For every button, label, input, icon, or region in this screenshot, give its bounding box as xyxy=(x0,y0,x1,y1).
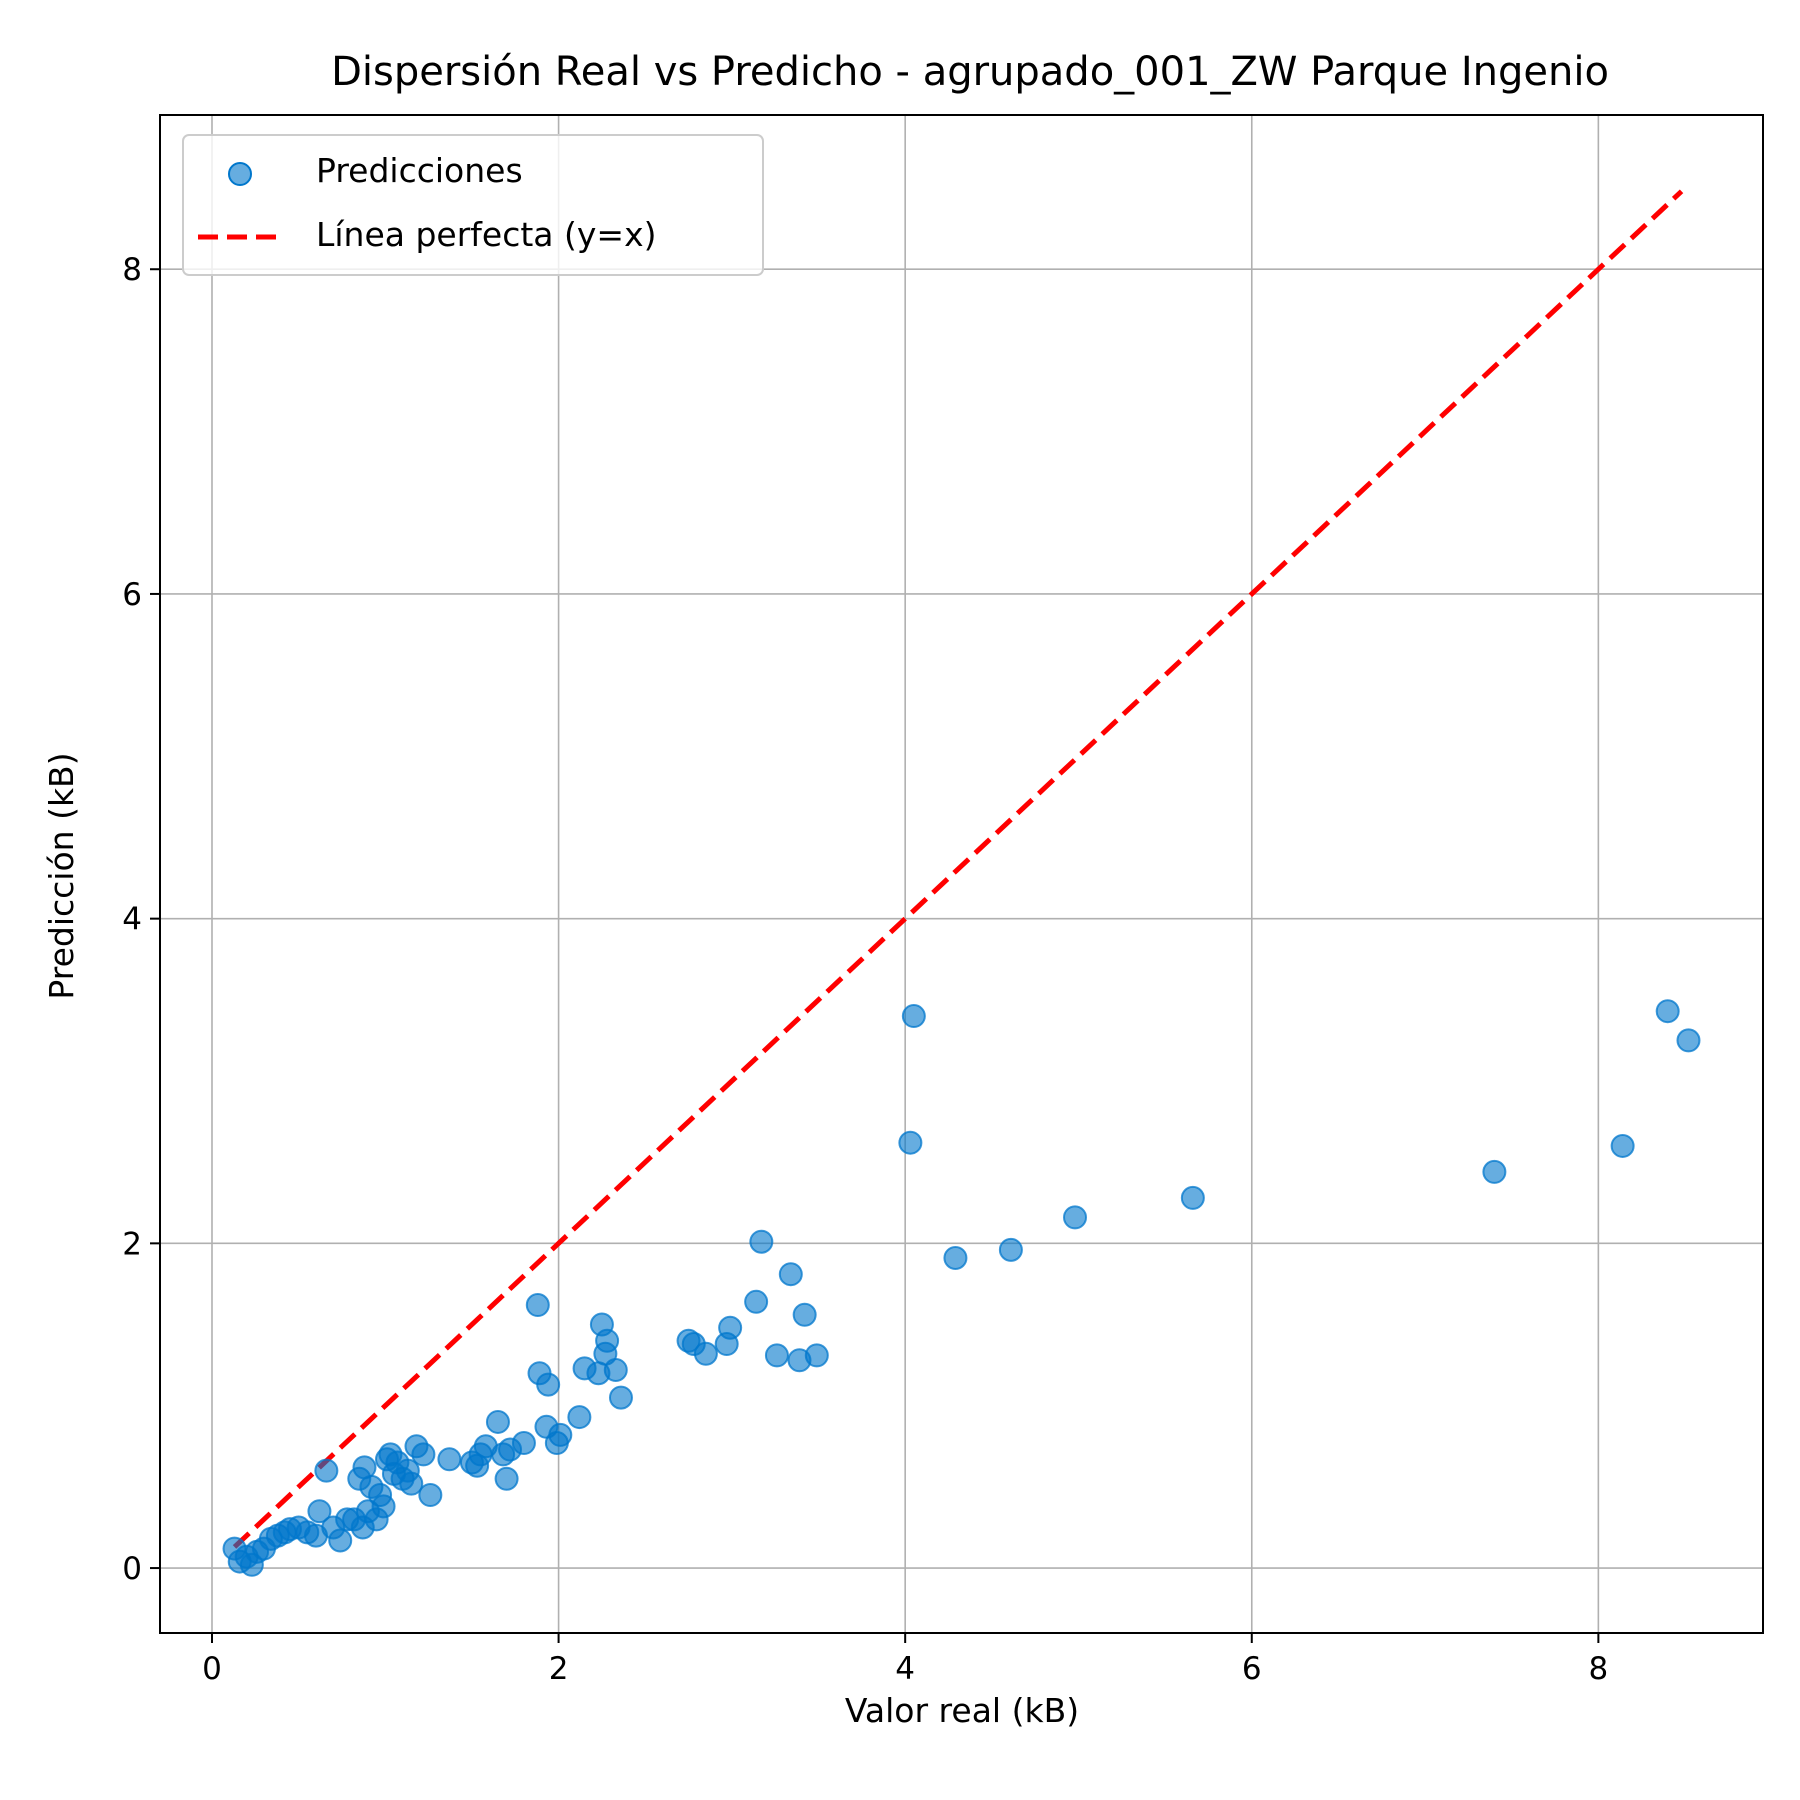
plot-frame xyxy=(159,114,1764,1634)
y-axis-ticks: 0 2 4 6 8 xyxy=(122,252,160,1587)
scatter-point xyxy=(608,1385,633,1410)
perfect-line-layer xyxy=(232,189,1684,1549)
scatter-point xyxy=(494,1466,519,1491)
scatter-point xyxy=(411,1442,436,1467)
legend-box xyxy=(182,134,764,276)
x-axis-ticks: 0 2 4 6 8 xyxy=(202,1633,1608,1687)
scatter-point xyxy=(1063,1205,1088,1230)
chart-title: Dispersión Real vs Predicho - agrupado_0… xyxy=(331,49,1609,95)
scatter-point xyxy=(511,1431,536,1456)
scatter-point xyxy=(1180,1185,1205,1210)
legend-label-predicciones: Predicciones xyxy=(316,151,523,190)
scatter-point xyxy=(1610,1133,1635,1158)
scatter-point xyxy=(764,1343,789,1368)
scatter-point xyxy=(898,1130,923,1155)
scatter-point xyxy=(943,1245,968,1270)
x-tick-label: 0 xyxy=(202,1651,222,1687)
legend-marker-predicciones xyxy=(228,162,252,186)
x-tick-label: 4 xyxy=(895,1651,915,1687)
scatter-point xyxy=(901,1004,926,1029)
scatter-point xyxy=(418,1483,443,1507)
scatter-point xyxy=(778,1262,803,1287)
legend: Predicciones Línea perfecta (y=x) xyxy=(182,134,764,276)
scatter-point xyxy=(328,1528,353,1553)
scatter-point xyxy=(595,1328,620,1353)
x-tick-label: 6 xyxy=(1242,1651,1262,1687)
scatter-point xyxy=(1676,1028,1701,1053)
y-tick-label: 2 xyxy=(122,1226,142,1262)
y-tick-label: 0 xyxy=(122,1551,142,1587)
scatter-point xyxy=(603,1357,628,1382)
y-tick-label: 4 xyxy=(122,902,142,938)
scatter-points-layer xyxy=(222,999,1701,1577)
scatter-point xyxy=(307,1499,332,1524)
scatter-point xyxy=(718,1315,743,1340)
scatter-point xyxy=(1655,999,1680,1024)
x-tick-label: 8 xyxy=(1589,1651,1609,1687)
scatter-point xyxy=(485,1409,510,1434)
scatter-point xyxy=(749,1229,774,1254)
y-axis-label: Predicción (kB) xyxy=(42,752,81,999)
perfect-line xyxy=(232,189,1684,1549)
scatter-point xyxy=(399,1471,424,1496)
scatter-point xyxy=(371,1494,396,1519)
legend-label-linea-perfecta: Línea perfecta (y=x) xyxy=(316,215,656,254)
scatter-point xyxy=(693,1341,718,1366)
scatter-point xyxy=(314,1458,339,1483)
scatter-point xyxy=(792,1302,817,1327)
scatter-point xyxy=(804,1343,829,1368)
y-tick-label: 6 xyxy=(122,577,142,613)
scatter-point xyxy=(437,1447,462,1472)
scatter-point xyxy=(744,1289,769,1314)
scatter-point xyxy=(536,1372,561,1397)
scatter-point xyxy=(1482,1159,1507,1184)
scatter-point xyxy=(998,1237,1023,1262)
y-tick-label: 8 xyxy=(122,252,142,288)
scatter-point xyxy=(567,1405,592,1430)
grid-lines xyxy=(160,115,1763,1633)
plot-area xyxy=(222,189,1701,1577)
scatter-point xyxy=(525,1293,550,1318)
x-tick-label: 2 xyxy=(549,1651,569,1687)
scatter-point xyxy=(548,1422,573,1447)
x-axis-label: Valor real (kB) xyxy=(845,1691,1079,1730)
